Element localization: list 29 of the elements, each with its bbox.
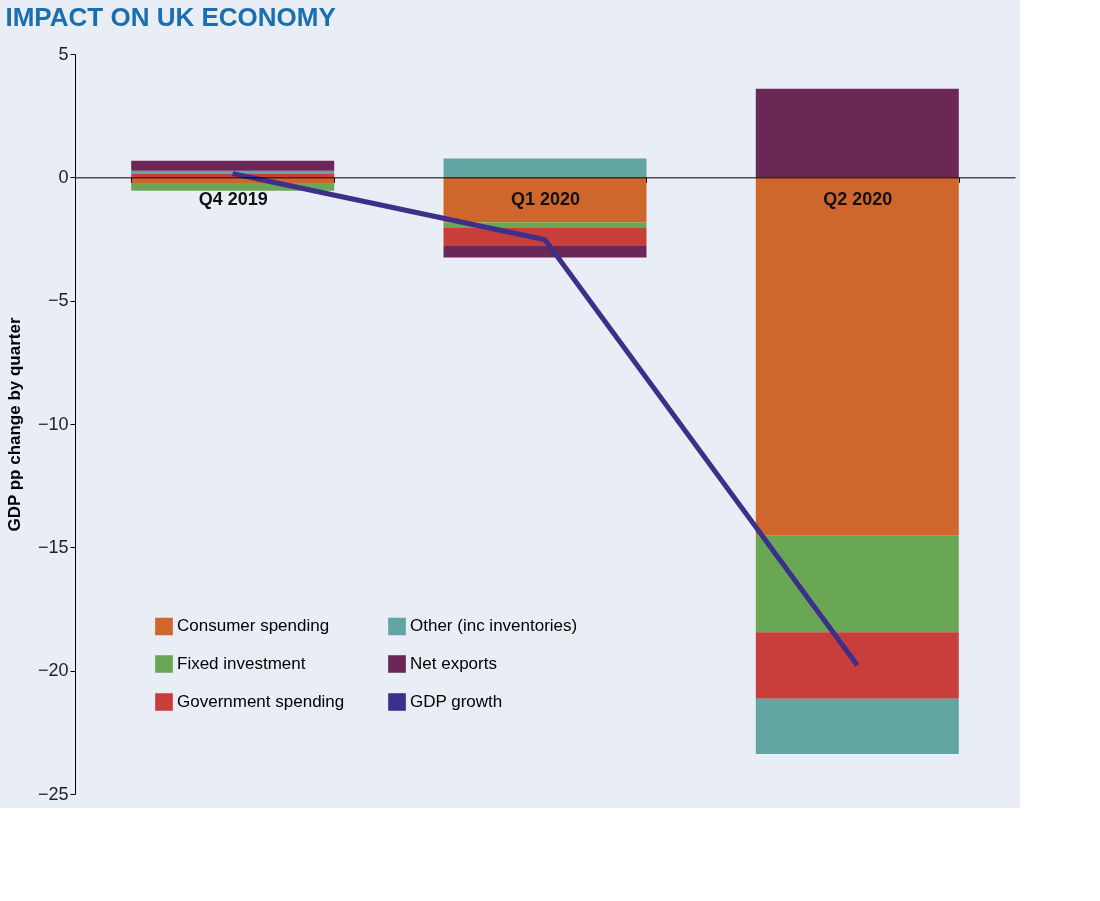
chart-title: IMPACT ON UK ECONOMY [5,2,336,32]
bar [755,535,959,633]
bar [755,632,959,699]
bar [443,177,647,223]
bar [443,227,647,246]
bar [443,245,647,258]
x-tick-label: Q4 2019 [198,188,268,209]
bar [755,88,959,178]
y-tick-label: −20 [37,660,69,681]
y-tick-label: 5 [58,43,69,64]
bar [443,158,647,178]
x-tick-label: Q2 2020 [823,188,893,209]
y-tick-label: −25 [37,783,69,804]
bar [131,160,335,171]
legend-label: Consumer spending [177,616,330,636]
x-tick-label: Q1 2020 [510,188,581,209]
legend-label: Fixed investment [177,654,306,673]
legend-label: Other (inc inventories) [410,616,578,636]
y-tick-label: −15 [37,536,69,557]
y-axis-title: GDP pp change by quarter [4,317,24,532]
bar [755,177,959,536]
bar [131,170,335,174]
y-tick-label: −5 [47,290,69,311]
legend-label: Net exports [410,654,497,673]
bar [755,698,959,755]
legend-label: Government spending [177,692,345,711]
y-tick-label: −10 [37,413,69,434]
legend-label: GDP growth [410,692,503,711]
y-tick-label: 0 [58,166,69,187]
